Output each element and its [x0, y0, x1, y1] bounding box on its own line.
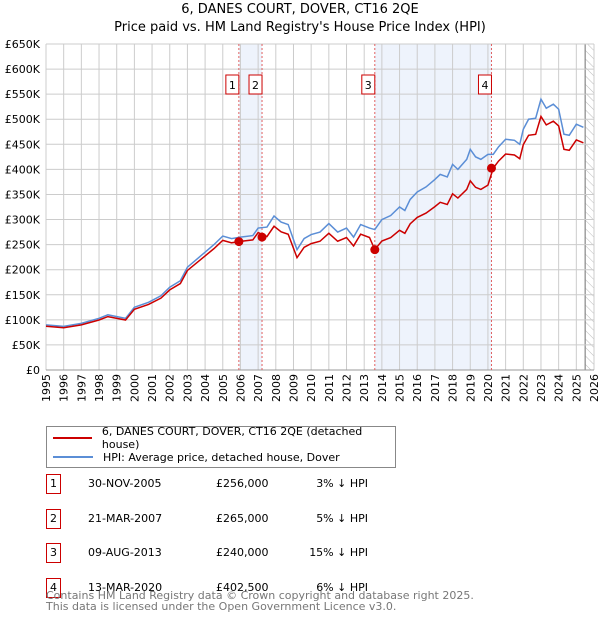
y-tick-label: £300K: [5, 214, 41, 227]
sale-label-box: [225, 74, 240, 95]
x-tick-label: 2024: [553, 374, 566, 402]
x-tick-label: 2014: [376, 374, 389, 402]
sale-number: 2: [46, 508, 61, 529]
property-price-line: [45, 114, 584, 329]
sale-row: 2 21-MAR-2007 £265,000 5% ↓ HPI: [46, 508, 446, 529]
sale-date: 21-MAR-2007: [88, 511, 163, 525]
sale-hpi-diff: 6% ↓ HPI: [316, 580, 368, 594]
y-tick-label: £250K: [5, 239, 41, 252]
y-tick-label: £550K: [5, 88, 41, 101]
x-tick-label: 2003: [181, 374, 194, 402]
sale-point: [486, 163, 496, 173]
x-tick-label: 1996: [58, 374, 71, 402]
x-tick-label: 2011: [323, 374, 336, 402]
sale-row: 1 30-NOV-2005 £256,000 3% ↓ HPI: [46, 474, 446, 494]
hpi-line: [45, 97, 584, 328]
sale-point: [370, 245, 380, 255]
x-tick-label: 2007: [252, 374, 265, 402]
sale-label-box: [361, 74, 376, 95]
x-tick-label: 2002: [164, 374, 177, 402]
x-tick-label: 2005: [217, 374, 230, 402]
y-tick-label: £650K: [5, 38, 41, 51]
y-tick-label: £50K: [12, 339, 41, 352]
sale-row: 3 09-AUG-2013 £240,000 15% ↓ HPI: [46, 543, 446, 563]
y-tick-label: £150K: [5, 289, 41, 302]
x-tick-label: 2016: [411, 374, 424, 402]
x-tick-label: 2008: [270, 374, 283, 402]
legend-label-property: 6, DANES COURT, DOVER, CT16 2QE (detache…: [101, 425, 363, 451]
x-tick-label: 2020: [482, 374, 495, 402]
sale-label-3: 3: [365, 79, 372, 92]
footer-copyright: Contains HM Land Registry data © Crown c…: [46, 589, 474, 602]
sale-label-1: 1: [229, 79, 236, 92]
sale-hpi-diff: 15% ↓ HPI: [309, 546, 368, 559]
chart-subtitle: Price paid vs. HM Land Registry's House …: [114, 20, 486, 35]
y-tick-label: £600K: [5, 63, 41, 76]
legend-swatch-property: [53, 437, 92, 439]
sale-price: £256,000: [216, 477, 269, 490]
sale-label-2: 2: [252, 79, 259, 92]
y-tick-label: £0: [26, 364, 40, 377]
x-tick-label: 2025: [570, 374, 583, 402]
sale-label-box: [248, 74, 263, 95]
x-tick-label: 2001: [146, 374, 159, 402]
x-tick-label: 1997: [75, 374, 88, 402]
sale-point: [257, 232, 267, 242]
sale-price: £240,000: [216, 546, 269, 559]
x-tick-label: 2022: [517, 374, 530, 402]
x-tick-label: 2019: [464, 374, 477, 402]
chart-title: 6, DANES COURT, DOVER, CT16 2QE: [181, 2, 419, 17]
shade-span-3-4: [374, 44, 492, 370]
x-tick-label: 2013: [358, 374, 371, 402]
x-tick-label: 2006: [234, 374, 247, 402]
x-tick-label: 1995: [40, 374, 53, 402]
y-tick-label: £500K: [5, 113, 41, 126]
x-tick-label: 2000: [128, 374, 141, 402]
x-tick-label: 2012: [341, 374, 354, 402]
sale-row: 4 13-MAR-2020 £402,500 6% ↓ HPI: [46, 577, 446, 598]
footer-licence: This data is licensed under the Open Gov…: [46, 600, 397, 613]
legend: 6, DANES COURT, DOVER, CT16 2QE (detache…: [46, 425, 396, 468]
x-tick-label: 2026: [588, 374, 600, 402]
plot-area: £0 £50K £100K £150K £200K £250K £300K £350K £400…: [5, 38, 600, 402]
sale-label-box: [477, 74, 492, 95]
x-tick-label: 1998: [93, 374, 106, 402]
sale-label-4: 4: [481, 79, 488, 92]
sale-hpi-diff: 5% ↓ HPI: [316, 511, 368, 525]
x-tick-label: 2017: [429, 374, 442, 402]
future-hatch: [585, 44, 594, 370]
y-tick-label: £350K: [5, 188, 41, 201]
x-tick-label: 2009: [287, 374, 300, 402]
x-tick-label: 2004: [199, 374, 212, 402]
x-tick-label: 1999: [111, 374, 124, 402]
sale-price: £265,000: [216, 511, 269, 525]
legend-swatch-hpi: [53, 456, 93, 458]
x-tick-label: 2021: [500, 374, 513, 402]
sale-number: 1: [46, 474, 61, 494]
sale-date: 13-MAR-2020: [88, 580, 163, 594]
sale-number: 3: [46, 543, 61, 563]
sale-price: £402,500: [216, 580, 269, 594]
y-tick-label: £400K: [5, 163, 41, 176]
sale-date: 30-NOV-2005: [88, 477, 162, 490]
legend-label-hpi: HPI: Average price, detached house, Dove…: [103, 450, 340, 464]
sale-date: 09-AUG-2013: [88, 546, 162, 559]
y-tick-label: £200K: [5, 264, 41, 277]
sale-hpi-diff: 3% ↓ HPI: [316, 477, 368, 490]
x-tick-label: 2018: [447, 374, 460, 402]
sale-number: 4: [46, 577, 61, 598]
y-tick-label: £100K: [5, 314, 41, 327]
x-tick-label: 2023: [535, 374, 548, 402]
x-tick-label: 2015: [394, 374, 407, 402]
x-tick-label: 2010: [305, 374, 318, 402]
sale-point: [234, 237, 244, 247]
shade-span-1-2: [238, 44, 263, 370]
y-tick-label: £450K: [5, 138, 41, 151]
